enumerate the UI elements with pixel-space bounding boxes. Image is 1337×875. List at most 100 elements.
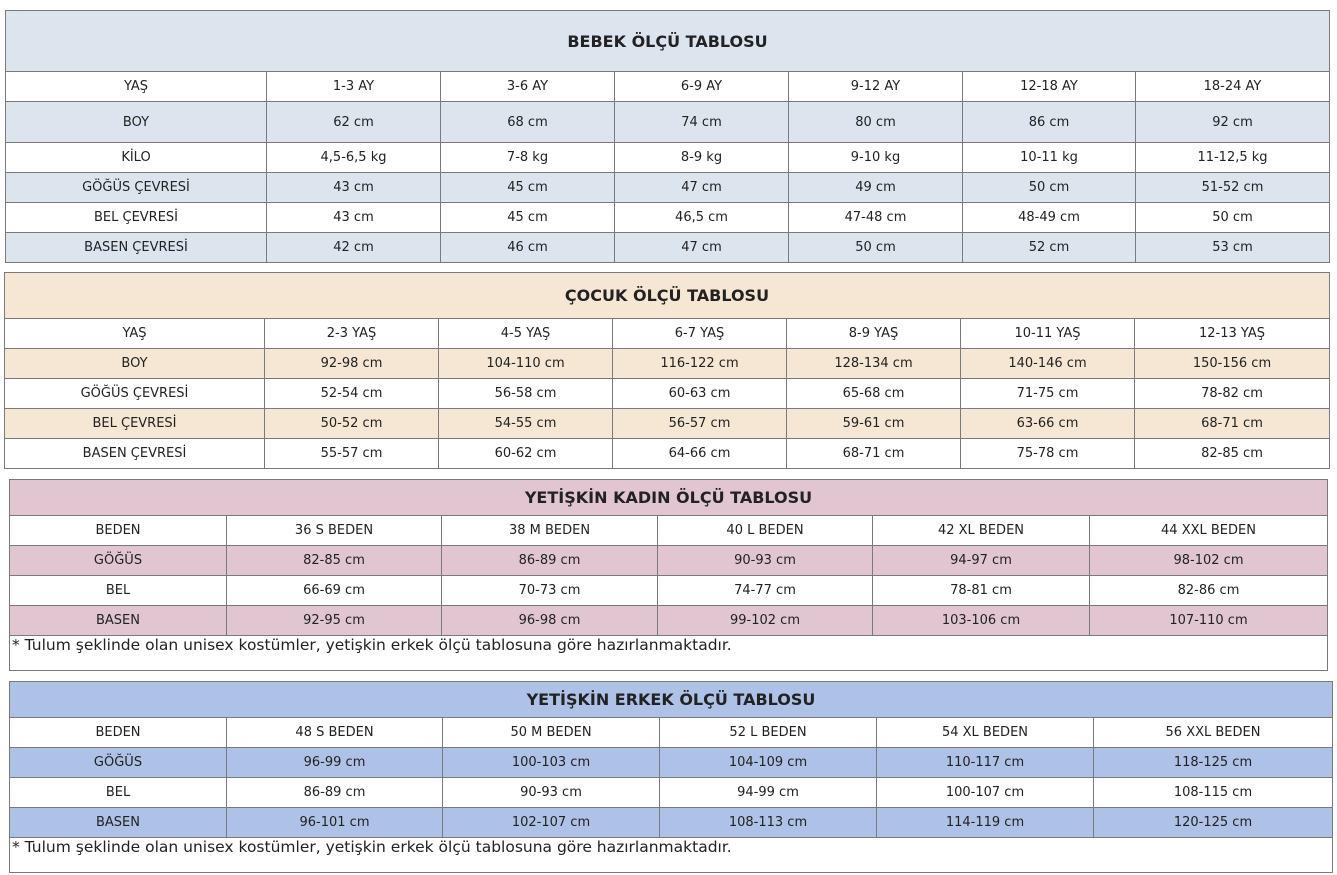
- table-cell: 68 cm: [440, 101, 615, 143]
- table-cell: 62 cm: [266, 101, 441, 143]
- table-cell: 52-54 cm: [264, 378, 439, 409]
- table-cell: 42 XL BEDEN: [872, 515, 1090, 546]
- row-label: BEL: [9, 575, 227, 606]
- table-cell: 59-61 cm: [786, 408, 961, 439]
- row-label: GÖĞÜS: [9, 545, 227, 576]
- table-cell: 128-134 cm: [786, 348, 961, 379]
- row-label: KİLO: [5, 142, 267, 173]
- table-cell: 4-5 YAŞ: [438, 318, 613, 349]
- table-cell: 86-89 cm: [226, 777, 443, 808]
- table-cell: 10-11 YAŞ: [960, 318, 1135, 349]
- table-cell: 66-69 cm: [226, 575, 442, 606]
- row-label: BEL ÇEVRESİ: [4, 408, 265, 439]
- table-cell: 102-107 cm: [442, 807, 660, 838]
- table-cell: 68-71 cm: [786, 438, 961, 469]
- table-row: BASEN ÇEVRESİ 55-57 cm 60-62 cm 64-66 cm 68-…: [4, 438, 1330, 469]
- table-title: YETİŞKİN ERKEK ÖLÇÜ TABLOSU: [9, 681, 1333, 718]
- table-row: GÖĞÜS ÇEVRESİ 43 cm 45 cm 47 cm 49 cm 50 cm 51…: [5, 172, 1330, 203]
- row-label: GÖĞÜS ÇEVRESİ: [4, 378, 265, 409]
- table-cell: 60-63 cm: [612, 378, 787, 409]
- table-cell: 38 M BEDEN: [441, 515, 658, 546]
- table-cell: 82-86 cm: [1089, 575, 1328, 606]
- table-cell: 50 cm: [962, 172, 1136, 203]
- table-row: BASEN 92-95 cm 96-98 cm 99-102 cm 103-106 cm…: [9, 605, 1328, 636]
- table-cell: 18-24 AY: [1135, 71, 1330, 102]
- table-row: YAŞ 1-3 AY 3-6 AY 6-9 AY 9-12 AY 12-18 AY 18-2…: [5, 71, 1330, 102]
- table-row: BEDEN 36 S BEDEN 38 M BEDEN 40 L BEDEN 42 XL…: [9, 515, 1328, 546]
- table-cell: 92-98 cm: [264, 348, 439, 379]
- table-cell: 103-106 cm: [872, 605, 1090, 636]
- table-cell: 52 cm: [962, 232, 1136, 263]
- table-cell: 46 cm: [440, 232, 615, 263]
- table-cell: 11-12,5 kg: [1135, 142, 1330, 173]
- table-cell: 10-11 kg: [962, 142, 1136, 173]
- table-cell: 7-8 kg: [440, 142, 615, 173]
- footnote: * Tulum şeklinde olan unisex kostümler, …: [9, 635, 1328, 671]
- table-cell: 94-99 cm: [659, 777, 877, 808]
- table-cell: 50-52 cm: [264, 408, 439, 439]
- table-cell: 116-122 cm: [612, 348, 787, 379]
- table-cell: 114-119 cm: [876, 807, 1094, 838]
- table-cell: 71-75 cm: [960, 378, 1135, 409]
- table-cell: 43 cm: [266, 202, 441, 233]
- table-cell: 50 cm: [1135, 202, 1330, 233]
- table-cell: 49 cm: [788, 172, 963, 203]
- table-cell: 64-66 cm: [612, 438, 787, 469]
- table-cell: 56-58 cm: [438, 378, 613, 409]
- table-cell: 46,5 cm: [614, 202, 789, 233]
- table-cell: 94-97 cm: [872, 545, 1090, 576]
- table-title: BEBEK ÖLÇÜ TABLOSU: [5, 10, 1330, 72]
- row-label: BASEN ÇEVRESİ: [5, 232, 267, 263]
- table-row: BEL ÇEVRESİ 43 cm 45 cm 46,5 cm 47-48 cm 48-4…: [5, 202, 1330, 233]
- row-label: BEDEN: [9, 515, 227, 546]
- row-label: BOY: [4, 348, 265, 379]
- table-row: YAŞ 2-3 YAŞ 4-5 YAŞ 6-7 YAŞ 8-9 YAŞ 10-11 YAŞ…: [4, 318, 1330, 349]
- table-cell: 80 cm: [788, 101, 963, 143]
- footnote: * Tulum şeklinde olan unisex kostümler, …: [9, 837, 1333, 873]
- table-cell: 40 L BEDEN: [657, 515, 873, 546]
- table-row: BEL ÇEVRESİ 50-52 cm 54-55 cm 56-57 cm 59-61…: [4, 408, 1330, 439]
- row-label: YAŞ: [4, 318, 265, 349]
- table-cell: 74-77 cm: [657, 575, 873, 606]
- table-cell: 68-71 cm: [1134, 408, 1330, 439]
- table-cell: 90-93 cm: [442, 777, 660, 808]
- table-cell: 65-68 cm: [786, 378, 961, 409]
- table-cell: 75-78 cm: [960, 438, 1135, 469]
- table-cell: 6-9 AY: [614, 71, 789, 102]
- table-cell: 43 cm: [266, 172, 441, 203]
- cocuk-size-table: ÇOCUK ÖLÇÜ TABLOSU YAŞ 2-3 YAŞ 4-5 YAŞ 6-7 Y…: [4, 272, 1330, 469]
- kadin-size-table: YETİŞKİN KADIN ÖLÇÜ TABLOSU BEDEN 36 S BED…: [9, 479, 1328, 671]
- table-row: BEL 86-89 cm 90-93 cm 94-99 cm 100-107 cm 108…: [9, 777, 1333, 808]
- table-cell: 78-81 cm: [872, 575, 1090, 606]
- table-cell: 8-9 kg: [614, 142, 789, 173]
- row-label: YAŞ: [5, 71, 267, 102]
- table-row: GÖĞÜS ÇEVRESİ 52-54 cm 56-58 cm 60-63 cm 65-…: [4, 378, 1330, 409]
- table-title: YETİŞKİN KADIN ÖLÇÜ TABLOSU: [9, 479, 1328, 516]
- table-cell: 96-98 cm: [441, 605, 658, 636]
- table-cell: 52 L BEDEN: [659, 717, 877, 748]
- table-cell: 42 cm: [266, 232, 441, 263]
- table-cell: 60-62 cm: [438, 438, 613, 469]
- table-row: GÖĞÜS 96-99 cm 100-103 cm 104-109 cm 110-117…: [9, 747, 1333, 778]
- table-cell: 120-125 cm: [1093, 807, 1333, 838]
- table-cell: 104-109 cm: [659, 747, 877, 778]
- table-cell: 86 cm: [962, 101, 1136, 143]
- table-cell: 50 cm: [788, 232, 963, 263]
- table-cell: 55-57 cm: [264, 438, 439, 469]
- table-row: BASEN ÇEVRESİ 42 cm 46 cm 47 cm 50 cm 52 cm 53…: [5, 232, 1330, 263]
- table-cell: 98-102 cm: [1089, 545, 1328, 576]
- table-cell: 1-3 AY: [266, 71, 441, 102]
- table-row: KİLO 4,5-6,5 kg 7-8 kg 8-9 kg 9-10 kg 10-11 k…: [5, 142, 1330, 173]
- table-cell: 47-48 cm: [788, 202, 963, 233]
- table-cell: 82-85 cm: [1134, 438, 1330, 469]
- table-cell: 110-117 cm: [876, 747, 1094, 778]
- table-cell: 108-115 cm: [1093, 777, 1333, 808]
- table-cell: 4,5-6,5 kg: [266, 142, 441, 173]
- table-cell: 108-113 cm: [659, 807, 877, 838]
- table-row: BEDEN 48 S BEDEN 50 M BEDEN 52 L BEDEN 54 XL…: [9, 717, 1333, 748]
- erkek-size-table: YETİŞKİN ERKEK ÖLÇÜ TABLOSU BEDEN 48 S BED…: [9, 681, 1333, 873]
- table-cell: 107-110 cm: [1089, 605, 1328, 636]
- table-cell: 104-110 cm: [438, 348, 613, 379]
- table-cell: 118-125 cm: [1093, 747, 1333, 778]
- table-cell: 140-146 cm: [960, 348, 1135, 379]
